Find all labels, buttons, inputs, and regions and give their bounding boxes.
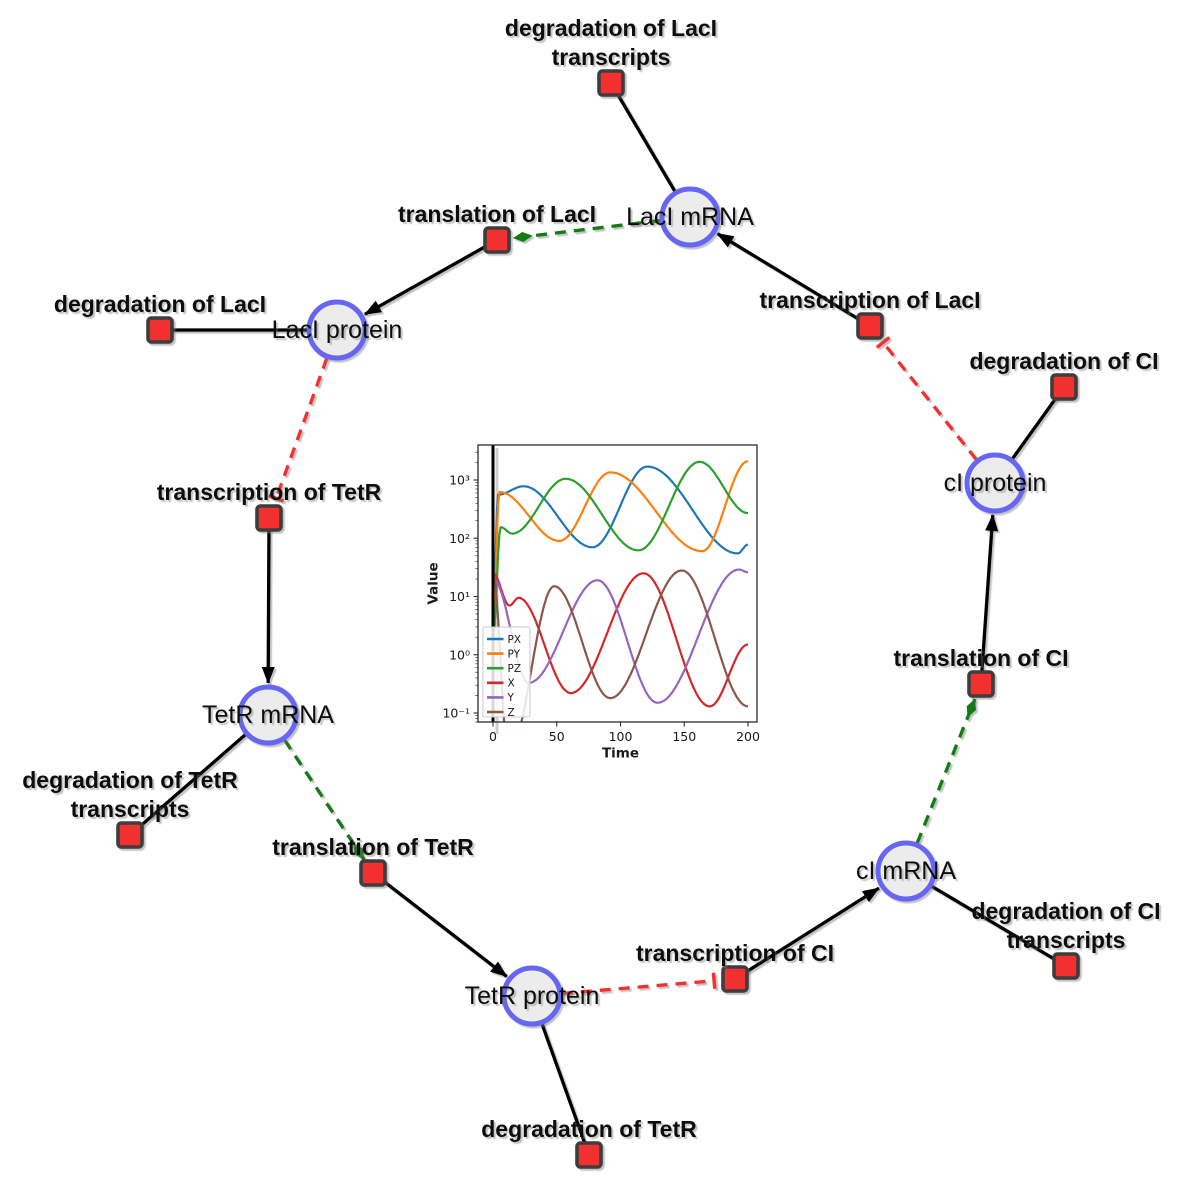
chart-y-ticklabel: 10⁰ [449, 647, 470, 662]
chart-axes-box [477, 444, 758, 723]
chart-yaxis-label: Value [426, 562, 442, 604]
reaction-node-transcription_tetR[interactable] [255, 504, 283, 532]
reaction-node-deg_cI[interactable] [1050, 373, 1078, 401]
reaction-label-deg_tetR-line1: degradation of TetR [481, 1116, 697, 1142]
species-node-tetR_mRNA[interactable] [237, 684, 299, 746]
reaction-label-deg_tetR_transcripts-line2: transcripts [71, 796, 190, 822]
chart-legend-label-PZ: PZ [508, 663, 522, 675]
chart-series-PZ [491, 460, 749, 638]
chart-y-ticklabel: 10¹ [449, 589, 470, 604]
chart-x-ticklabel: 0 [489, 729, 497, 744]
species-node-cI_mRNA[interactable] [875, 840, 937, 902]
inset-timeseries-chart: 0 50 100 150 20010⁻¹10⁰10¹10²10³TimeValuePXP… [420, 418, 782, 775]
edge-catalysis-lacI_mRNA-to-translation_lacI [512, 218, 661, 242]
edge-catalysis-tetR_mRNA-to-translation_tetR [283, 739, 366, 861]
chart-series-PX [491, 465, 749, 620]
labels-layer: LacI mRNA LacI protein cI protein TetR mRNA… [22, 15, 1160, 1142]
chart-y-ticklabel: 10² [449, 531, 470, 546]
reaction-label-transcription_lacI-line1: transcription of LacI [759, 287, 980, 313]
edge-production-transcription_lacI-to-lacI_mRNA [716, 232, 871, 328]
edge-inhibition-lacI_protein-to-transcription_tetR [268, 357, 329, 503]
nodes-layer [116, 69, 1080, 1169]
edge-catalysis-cI_mRNA-to-translation_cI [915, 698, 977, 844]
chart-series-Z [491, 569, 749, 722]
chart-legend-label-PY: PY [508, 648, 521, 660]
edge-production-transcription_cI-to-cI_mRNA [734, 886, 880, 981]
reaction-label-deg_lacI_transcripts-line2: transcripts [552, 44, 671, 70]
chart-curves [491, 460, 749, 722]
edge-consumption-cI_mRNA-to-deg_cI_transcripts [905, 869, 1067, 968]
reaction-node-deg_tetR_transcripts[interactable] [116, 821, 144, 849]
reaction-node-deg_lacI_transcripts[interactable] [597, 69, 625, 97]
reaction-label-deg_cI_transcripts-line2: transcripts [1007, 927, 1126, 953]
edge-inhibition-cI_protein-to-transcription_lacI [875, 336, 978, 461]
chart-legend-label-Z: Z [508, 707, 515, 719]
species-node-lacI_protein[interactable] [306, 299, 368, 361]
reaction-node-translation_lacI[interactable] [483, 226, 511, 254]
species-label-lacI_mRNA: LacI mRNA [626, 203, 754, 231]
edge-production-transcription_tetR-to-tetR_mRNA [261, 517, 275, 685]
chart-legend-label-Y: Y [507, 692, 515, 704]
edge-production-translation_lacI-to-lacI_protein [364, 238, 498, 316]
reaction-label-deg_cI_transcripts-line1: degradation of CI [971, 898, 1160, 924]
reaction-label-deg_lacI_transcripts-line1: degradation of LacI [505, 15, 717, 41]
chart-series-Y [492, 568, 749, 704]
species-node-lacI_mRNA[interactable] [659, 186, 721, 248]
chart-xaxis-label: Time [602, 746, 639, 762]
reaction-node-transcription_lacI[interactable] [856, 312, 884, 340]
chart-series-PY [491, 460, 749, 628]
chart-x-ticklabel: 50 [549, 729, 565, 744]
chart-y-ticklabel: 10⁻¹ [442, 706, 470, 721]
reaction-label-deg_cI-line1: degradation of CI [969, 348, 1158, 374]
species-label-cI_mRNA: cI mRNA [856, 857, 956, 885]
reaction-node-deg_tetR[interactable] [575, 1141, 603, 1169]
chart-series-X [492, 572, 749, 708]
reaction-label-translation_lacI-line1: translation of LacI [398, 201, 596, 227]
reaction-label-transcription_tetR-line1: transcription of TetR [157, 479, 382, 505]
reaction-label-deg_tetR_transcripts-line1: degradation of TetR [22, 767, 238, 793]
species-node-tetR_protein[interactable] [501, 965, 563, 1027]
chart-x-ticklabel: 150 [672, 729, 696, 744]
reaction-node-deg_lacI[interactable] [146, 316, 174, 344]
species-label-tetR_mRNA: TetR mRNA [202, 701, 334, 729]
chart-legend-label-PX: PX [508, 634, 522, 646]
chart-x-ticklabel: 200 [736, 729, 760, 744]
chart-legend-box [482, 626, 531, 718]
reaction-node-translation_tetR[interactable] [359, 859, 387, 887]
species-label-lacI_protein: LacI protein [272, 316, 403, 344]
chart-legend-label-X: X [508, 678, 515, 690]
reaction-label-deg_lacI-line1: degradation of LacI [54, 291, 266, 317]
edge-inhibition-tetR_protein-to-transcription_cI [561, 972, 717, 996]
reaction-label-translation_tetR-line1: translation of TetR [272, 834, 474, 860]
reaction-node-translation_cI[interactable] [967, 670, 995, 698]
reaction-label-translation_cI-line1: translation of CI [893, 645, 1068, 671]
edge-production-translation_cI-to-cI_protein [979, 513, 999, 685]
reaction-node-transcription_cI[interactable] [721, 965, 749, 993]
species-label-tetR_protein: TetR protein [465, 982, 600, 1010]
species-label-cI_protein: cI protein [944, 469, 1047, 497]
chart-x-ticklabel: 100 [609, 729, 633, 744]
chart-legend: PX PY PZ XYZ [482, 626, 531, 719]
chart-y-ticklabel: 10³ [449, 473, 470, 488]
reaction-node-deg_cI_transcripts[interactable] [1052, 952, 1080, 980]
species-node-cI_protein[interactable] [964, 452, 1026, 514]
reaction-label-transcription_cI-line1: transcription of CI [636, 940, 834, 966]
edge-production-translation_tetR-to-tetR_protein [371, 871, 508, 978]
